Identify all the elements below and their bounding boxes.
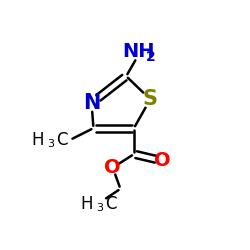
Text: H: H [80,195,92,213]
Text: NH: NH [122,42,155,61]
Text: 3: 3 [96,204,103,214]
Text: 2: 2 [146,50,156,64]
Text: O: O [104,158,121,177]
Text: N: N [83,93,100,113]
Text: S: S [143,89,158,109]
Text: H: H [31,131,44,149]
Text: C: C [105,195,117,213]
Text: 3: 3 [47,139,54,149]
Text: O: O [154,152,171,171]
Text: C: C [56,131,68,149]
